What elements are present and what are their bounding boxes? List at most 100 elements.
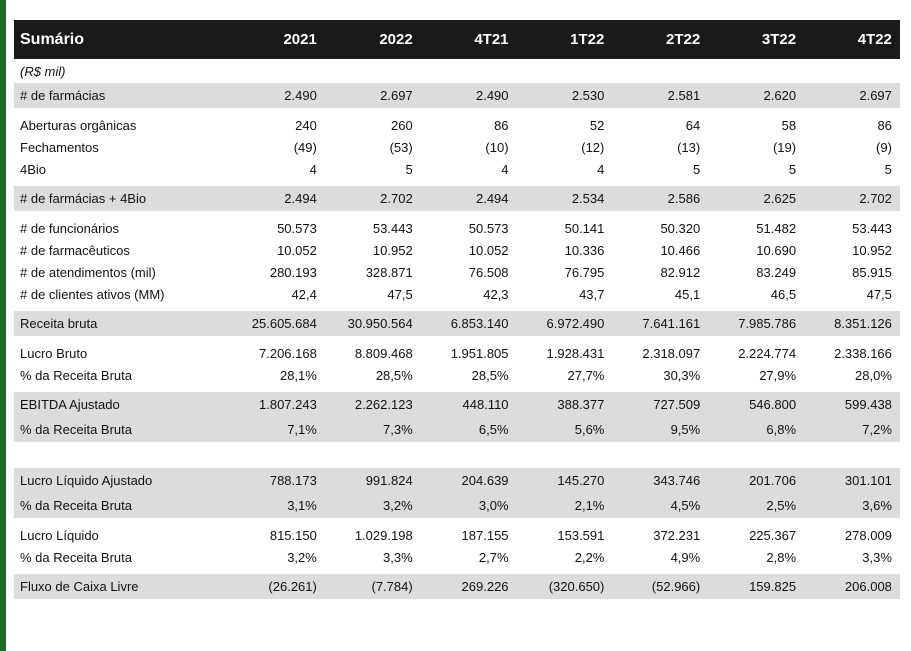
value-cell: 7,2% — [862, 422, 892, 437]
value-cell: 2.262.123 — [354, 397, 413, 412]
value-cell: 76.508 — [468, 264, 509, 280]
value-cell: 3,2% — [383, 498, 413, 513]
table-row: # de farmácias + 4Bio 2.494 2.702 2.494 2.53… — [14, 186, 900, 211]
value-cell: 2.318.097 — [642, 345, 701, 361]
value-cell: 50.141 — [564, 220, 605, 236]
value-cell: 5 — [788, 161, 797, 177]
value-cell: 546.800 — [749, 397, 797, 412]
row-label: % da Receita Bruta — [20, 367, 133, 383]
value-cell: 6,8% — [766, 422, 797, 437]
row-label: EBITDA Ajustado — [20, 397, 120, 412]
table-row: 4Bio 4 5 4 4 5 5 5 — [14, 158, 900, 180]
value-cell: 278.009 — [844, 527, 892, 543]
value-cell: 240 — [295, 117, 317, 133]
table-row: % da Receita Bruta 7,1% 7,3% 6,5% 5,6% 9,5% 6,… — [14, 417, 900, 442]
value-cell: (13) — [677, 139, 701, 155]
value-cell: 3,3% — [383, 549, 413, 565]
row-label: % da Receita Bruta — [20, 498, 133, 513]
value-cell: 2.581 — [667, 88, 701, 103]
value-cell: 599.438 — [844, 397, 892, 412]
value-cell: 28,5% — [471, 367, 509, 383]
value-cell: 53.443 — [852, 220, 892, 236]
value-cell: 269.226 — [461, 579, 509, 594]
value-cell: 2.490 — [475, 88, 509, 103]
value-cell: 3,0% — [478, 498, 509, 513]
table-row: EBITDA Ajustado 1.807.243 2.262.123 448.110… — [14, 392, 900, 417]
row-label: # de farmacêuticos — [20, 242, 130, 258]
summary-table: Sumário 2021 2022 4T21 1T22 2T22 3T22 4T22 (R$ … — [14, 12, 900, 599]
left-accent-bar — [0, 0, 6, 651]
value-cell: 2,2% — [574, 549, 605, 565]
value-cell: 53.443 — [372, 220, 413, 236]
value-cell: 50.573 — [277, 220, 317, 236]
value-cell: 10.952 — [852, 242, 892, 258]
row-label: Lucro Líquido — [20, 527, 99, 543]
value-cell: 2022 — [379, 31, 413, 48]
value-cell: 6.853.140 — [450, 316, 509, 331]
row-label: Fechamentos — [20, 139, 99, 155]
value-cell: (7.784) — [371, 579, 413, 594]
row-label: Receita bruta — [20, 316, 98, 331]
value-cell: 52 — [589, 117, 605, 133]
value-cell: 50.320 — [660, 220, 701, 236]
value-cell: 28,5% — [375, 367, 413, 383]
value-cell: 42,4 — [291, 286, 317, 302]
value-cell: 5 — [884, 161, 892, 177]
value-cell: 2.490 — [284, 88, 317, 103]
value-cell: 82.912 — [660, 264, 701, 280]
value-cell: (12) — [581, 139, 605, 155]
value-cell: 8.809.468 — [354, 345, 413, 361]
value-cell: 301.101 — [844, 473, 892, 488]
table-row: Aberturas orgânicas 240 260 86 52 64 58 86 — [14, 114, 900, 136]
table-row: % da Receita Bruta 28,1% 28,5% 28,5% 27,7% 30… — [14, 364, 900, 386]
value-cell: 50.573 — [468, 220, 509, 236]
value-cell: (9) — [876, 139, 892, 155]
value-cell: 86 — [494, 117, 509, 133]
row-label: # de farmácias — [20, 88, 106, 103]
value-cell: 86 — [877, 117, 892, 133]
table-row: Fechamentos (49) (53) (10) (12) (13) (19) (9) — [14, 136, 900, 158]
unit-label-row: (R$ mil) — [14, 59, 900, 83]
value-cell: 159.825 — [749, 579, 797, 594]
value-cell: 2.697 — [380, 88, 413, 103]
value-cell: 4,9% — [670, 549, 701, 565]
value-cell: 4 — [501, 161, 509, 177]
table-row: Lucro Líquido 815.150 1.029.198 187.155 153.… — [14, 524, 900, 546]
value-cell: 1.928.431 — [546, 345, 605, 361]
table-row: # de funcionários 50.573 53.443 50.573 50.14… — [14, 217, 900, 239]
value-cell: (320.650) — [548, 579, 605, 594]
value-cell: 201.706 — [749, 473, 797, 488]
value-cell: 10.466 — [660, 242, 701, 258]
table-row: % da Receita Bruta 3,1% 3,2% 3,0% 2,1% 4,5% 2,… — [14, 493, 900, 518]
value-cell: 64 — [685, 117, 701, 133]
value-cell: 260 — [390, 117, 413, 133]
value-cell: 206.008 — [844, 579, 892, 594]
value-cell: 2.620 — [763, 88, 797, 103]
value-cell: 2,7% — [478, 549, 509, 565]
value-cell: 47,5 — [866, 286, 892, 302]
value-cell: (52.966) — [651, 579, 701, 594]
value-cell: 727.509 — [653, 397, 701, 412]
value-cell: 225.367 — [749, 527, 797, 543]
value-cell: (19) — [772, 139, 797, 155]
value-cell: 2.702 — [380, 191, 413, 206]
value-cell: 51.482 — [756, 220, 797, 236]
row-label: Lucro Líquido Ajustado — [20, 473, 153, 488]
value-cell: 2.586 — [667, 191, 701, 206]
value-cell: 372.231 — [653, 527, 701, 543]
value-cell: 4T21 — [474, 31, 509, 48]
unit-label: (R$ mil) — [20, 63, 66, 79]
value-cell: 5,6% — [574, 422, 605, 437]
value-cell: 47,5 — [387, 286, 413, 302]
value-cell: 3,2% — [287, 549, 317, 565]
value-cell: 2,8% — [766, 549, 797, 565]
row-label: # de atendimentos (mil) — [20, 264, 156, 280]
table-row: # de farmácias 2.490 2.697 2.490 2.530 2.581 2… — [14, 83, 900, 108]
value-cell: 83.249 — [756, 264, 797, 280]
value-cell: 46,5 — [770, 286, 797, 302]
value-cell: 153.591 — [557, 527, 605, 543]
value-cell: 1.807.243 — [259, 397, 317, 412]
value-cell: 30.950.564 — [347, 316, 413, 331]
value-cell: (26.261) — [268, 579, 317, 594]
value-cell: 2.494 — [284, 191, 317, 206]
